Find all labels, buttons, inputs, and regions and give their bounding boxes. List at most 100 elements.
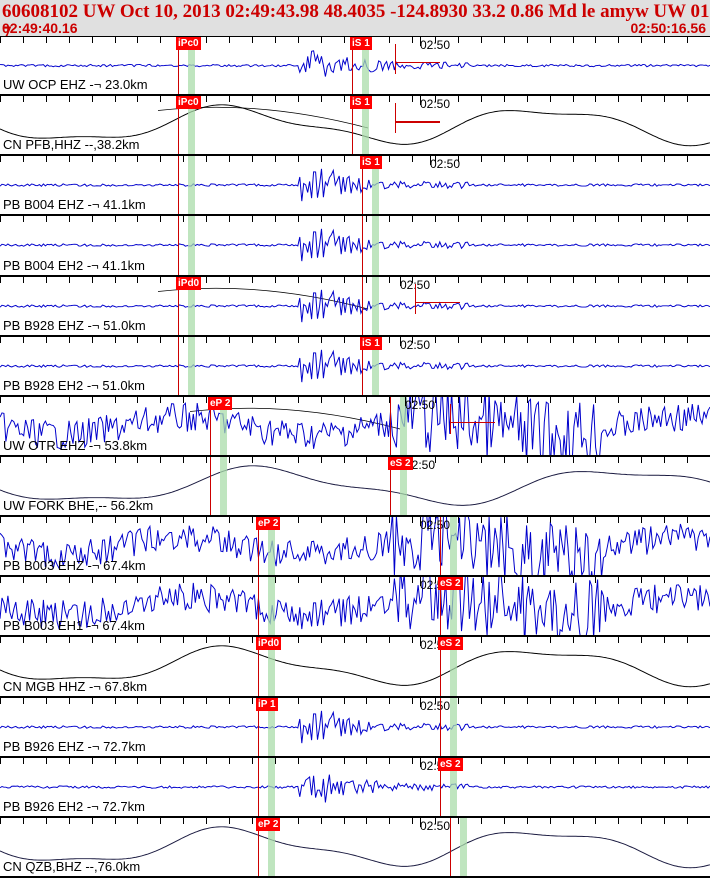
station-label-12: PB B926 EH2 -¬ 72.7km [3, 799, 145, 814]
pick-label-5-1[interactable]: iS 1 [360, 337, 382, 350]
pick-band-12-0 [268, 758, 275, 816]
time-marker-label-2: 02:50 [430, 157, 460, 171]
time-marker-tick-4 [400, 277, 401, 286]
time-marker-tick-13 [420, 818, 421, 827]
trace-row-0[interactable]: iPc0 iS 1 02:50 UW OCP EHZ -¬ 23.0km [0, 36, 710, 96]
trace-row-3[interactable]: PB B004 EH2 -¬ 41.1km [0, 216, 710, 276]
trace-row-10[interactable]: iPd0 eS 2 02:50 CN MGB HHZ -¬ 67.8km [0, 637, 710, 697]
pick-band-4-1 [372, 277, 379, 335]
time-marker-label-6: 02:50 [405, 398, 435, 412]
time-marker-tick-6 [405, 397, 406, 406]
trace-row-5[interactable]: iS 1 02:50 PB B928 EH2 -¬ 51.0km [0, 337, 710, 397]
pick-line-3-0[interactable] [178, 216, 179, 274]
station-label-0: UW OCP EHZ -¬ 23.0km [3, 77, 148, 92]
time-marker-tick-9 [420, 577, 421, 586]
pick-label-12-1[interactable]: eS 2 [438, 758, 463, 771]
pick-label-10-0[interactable]: iPd0 [256, 637, 281, 650]
station-label-11: PB B926 EHZ -¬ 72.7km [3, 739, 146, 754]
pick-band-2-0 [188, 156, 195, 214]
time-start-label: 02:49:40.16 [2, 20, 78, 36]
pick-line-3-1[interactable] [362, 216, 363, 274]
station-label-8: PB B003 EHZ -¬ 67.4km [3, 558, 146, 573]
pick-line-12-0[interactable] [258, 758, 259, 816]
trace-row-9[interactable]: eS 2 02:50 PB B003 EH1 -¬ 67.4km [0, 577, 710, 637]
pick-line-13-1[interactable] [450, 818, 451, 876]
trace-row-1[interactable]: iPc0 iS 1 02:50 CN PFB,HHZ --,38.2km [0, 96, 710, 156]
pick-line-8-1[interactable] [440, 517, 441, 575]
crosshair-vertical-0[interactable] [395, 44, 396, 74]
station-label-7: UW FORK BHE,-- 56.2km [3, 498, 153, 513]
pick-band-3-0 [188, 216, 195, 274]
station-label-9: PB B003 EH1 -¬ 67.4km [3, 618, 145, 633]
time-marker-label-11: 02:50 [420, 699, 450, 713]
pick-line-7-0[interactable] [210, 457, 211, 515]
time-marker-tick-10 [420, 637, 421, 646]
seismogram-plot-area[interactable]: iPc0 iS 1 02:50 UW OCP EHZ -¬ 23.0km iPc0 iS … [0, 36, 710, 878]
crosshair-horizontal-1[interactable] [395, 121, 440, 122]
time-marker-label-1: 02:50 [420, 97, 450, 111]
pick-label-1-1[interactable]: iS 1 [350, 96, 372, 109]
pick-band-3-1 [372, 216, 379, 274]
pick-line-2-0[interactable] [178, 156, 179, 214]
pick-line-6-1[interactable] [390, 397, 391, 455]
station-label-10: CN MGB HHZ -¬ 67.8km [3, 679, 147, 694]
time-marker-label-5: 02:50 [400, 338, 430, 352]
pick-label-8-0[interactable]: eP 2 [256, 517, 280, 530]
crosshair-horizontal-6[interactable] [450, 422, 495, 423]
time-marker-tick-12 [420, 758, 421, 767]
station-label-6: UW OTR EHZ -¬ 53.8km [3, 438, 147, 453]
time-marker-tick-1 [420, 96, 421, 105]
station-label-2: PB B004 EHZ -¬ 41.1km [3, 197, 146, 212]
crosshair-horizontal-4[interactable] [415, 302, 460, 303]
trace-row-7[interactable]: eS 2 02:50 UW FORK BHE,-- 56.2km [0, 457, 710, 517]
crosshair-vertical-1[interactable] [395, 103, 396, 133]
trace-row-8[interactable]: eP 2 02:50 PB B003 EHZ -¬ 67.4km [0, 517, 710, 577]
pick-line-5-0[interactable] [178, 337, 179, 395]
pick-line-11-1[interactable] [440, 698, 441, 756]
header-bar: 60608102 UW Oct 10, 2013 02:49:43.98 48.… [0, 0, 710, 36]
pick-label-11-0[interactable]: iP 1 [256, 698, 278, 711]
pick-label-0-1[interactable]: iS 1 [350, 37, 372, 50]
pick-label-4-0[interactable]: iPd0 [176, 277, 201, 290]
station-label-1: CN PFB,HHZ --,38.2km [3, 137, 140, 152]
pick-band-11-1 [450, 698, 457, 756]
pick-band-8-1 [450, 517, 457, 575]
pick-label-7-1[interactable]: eS 2 [388, 457, 413, 470]
station-label-13: CN QZB,BHZ --,76.0km [3, 859, 140, 874]
station-label-4: PB B928 EHZ -¬ 51.0km [3, 318, 146, 333]
time-end-label: 02:50:16.56 [630, 20, 706, 36]
crosshair-horizontal-0[interactable] [395, 62, 440, 63]
time-marker-tick-2 [430, 156, 431, 165]
pick-label-1-0[interactable]: iPc0 [176, 96, 201, 109]
trace-row-6[interactable]: eP 2 02:50 UW OTR EHZ -¬ 53.8km [0, 397, 710, 457]
time-marker-tick-11 [420, 698, 421, 707]
time-marker-tick-0 [420, 37, 421, 46]
seismogram-display: 60608102 UW Oct 10, 2013 02:49:43.98 48.… [0, 0, 710, 878]
pick-band-5-0 [188, 337, 195, 395]
pick-label-10-1[interactable]: eS 2 [438, 637, 463, 650]
pick-label-2-1[interactable]: iS 1 [360, 156, 382, 169]
trace-row-12[interactable]: eS 2 02:50 PB B926 EH2 -¬ 72.7km [0, 758, 710, 818]
pick-label-6-0[interactable]: eP 2 [208, 397, 232, 410]
time-marker-tick-5 [400, 337, 401, 346]
trace-row-2[interactable]: iS 1 02:50 PB B004 EHZ -¬ 41.1km [0, 156, 710, 216]
pick-band-13-1 [460, 818, 467, 876]
pick-line-4-1[interactable] [362, 277, 363, 335]
crosshair-vertical-4[interactable] [415, 284, 416, 314]
pick-line-9-0[interactable] [258, 577, 259, 635]
time-marker-label-0: 02:50 [420, 38, 450, 52]
station-label-5: PB B928 EH2 -¬ 51.0km [3, 378, 145, 393]
pick-label-13-0[interactable]: eP 2 [256, 818, 280, 831]
station-label-3: PB B004 EH2 -¬ 41.1km [3, 258, 145, 273]
crosshair-vertical-6[interactable] [450, 404, 451, 434]
trace-row-11[interactable]: iP 1 02:50 PB B926 EHZ -¬ 72.7km [0, 698, 710, 758]
pick-band-9-0 [268, 577, 275, 635]
pick-label-9-1[interactable]: eS 2 [438, 577, 463, 590]
trace-row-13[interactable]: eP 2 02:50 CN QZB,BHZ --,76.0km [0, 818, 710, 878]
time-marker-label-8: 02:50 [420, 518, 450, 532]
pick-label-0-0[interactable]: iPc0 [176, 37, 201, 50]
pick-band-7-0 [220, 457, 227, 515]
time-marker-label-13: 02:50 [420, 819, 450, 833]
time-marker-tick-8 [420, 517, 421, 526]
